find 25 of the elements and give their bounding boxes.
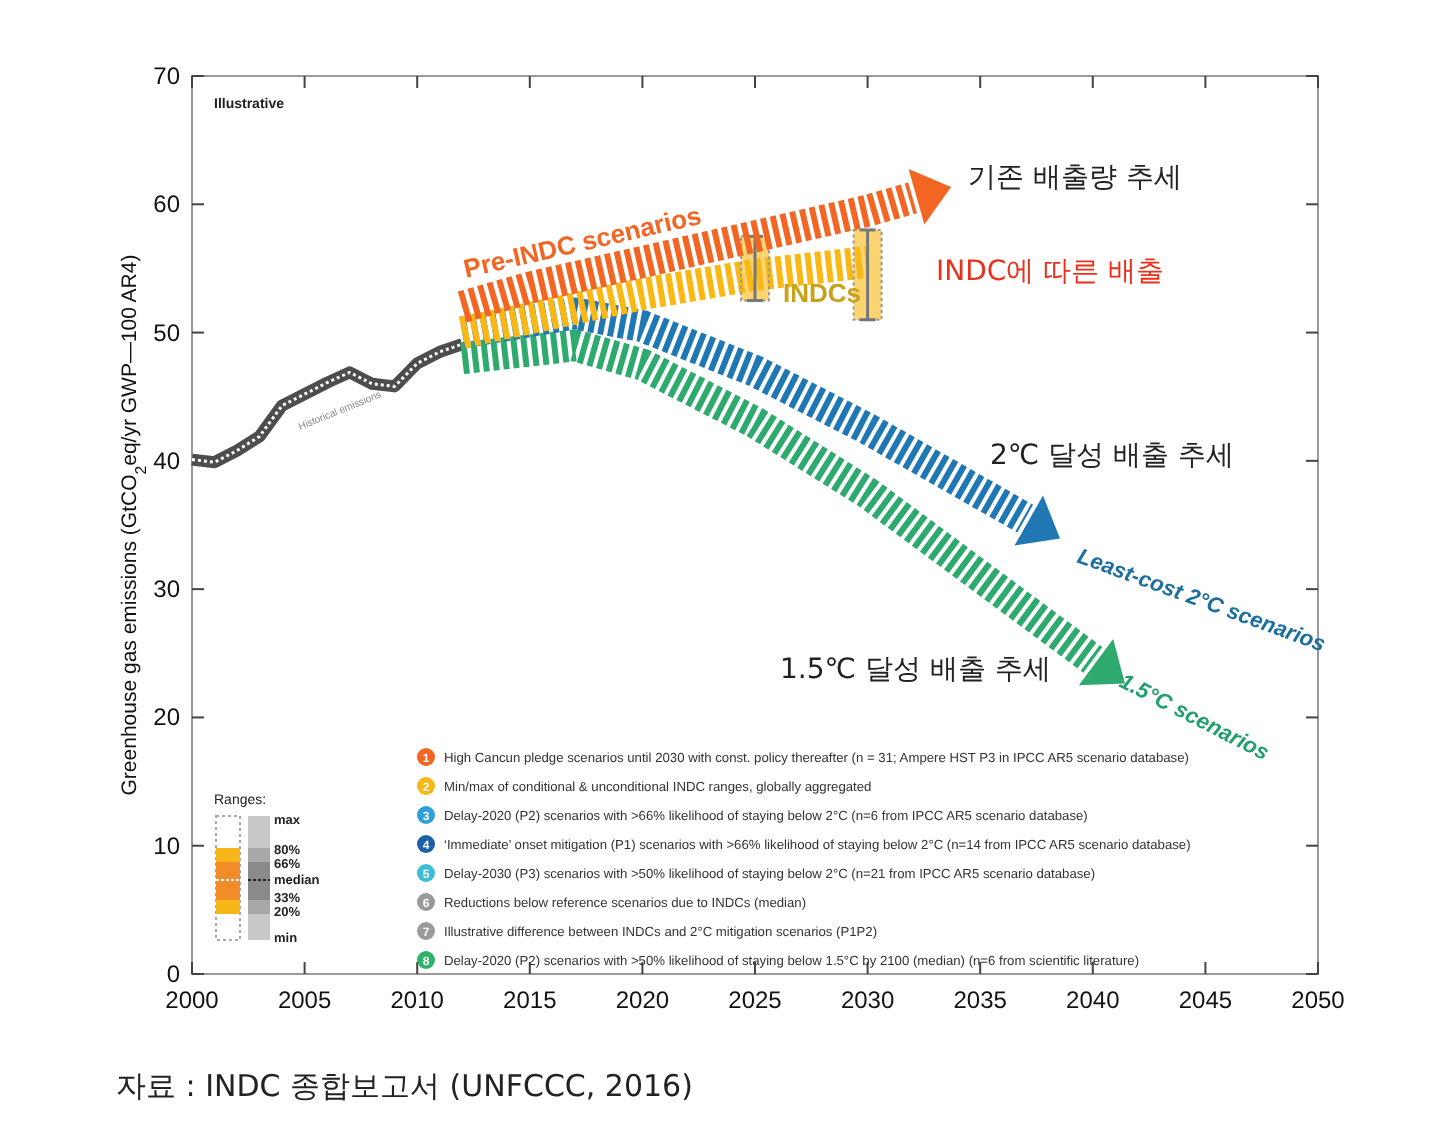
y-tick-label: 30 xyxy=(153,575,181,604)
x-tick-label: 2000 xyxy=(165,986,220,1014)
annotation: Pre-INDC scenarios xyxy=(460,200,704,284)
y-tick-label: 50 xyxy=(153,318,181,347)
x-tick-label: 2020 xyxy=(615,986,670,1014)
y-tick-label: 10 xyxy=(153,831,181,860)
annotation: 1.5℃ 달성 배출 추세 xyxy=(780,654,1051,686)
annotation: INDC에 따른 배출 xyxy=(936,256,1165,288)
x-tick-label: 2035 xyxy=(953,986,1008,1014)
y-tick-label: 70 xyxy=(153,62,181,90)
y-tick-label: 20 xyxy=(153,703,181,732)
x-tick-label: 2045 xyxy=(1178,986,1233,1014)
text: 자료 : INDC 종합보고서 (UNFCCC, 2016) xyxy=(116,1068,693,1104)
x-tick-label: 2025 xyxy=(728,986,783,1014)
x-tick-label: 2015 xyxy=(503,986,558,1014)
annotation: 2℃ 달성 배출 추세 xyxy=(990,440,1234,472)
x-tick-label: 2010 xyxy=(390,986,445,1014)
x-tick-label: 2050 xyxy=(1291,986,1346,1014)
y-tick-label: 60 xyxy=(153,190,181,219)
y-tick-label: 40 xyxy=(153,446,181,475)
x-tick-label: 2030 xyxy=(840,986,895,1014)
annotation: 기존 배출량 추세 xyxy=(968,162,1182,194)
y-tick-label: 0 xyxy=(166,960,181,988)
x-tick-label: 2040 xyxy=(1066,986,1121,1014)
x-tick-label: 2005 xyxy=(277,986,332,1014)
